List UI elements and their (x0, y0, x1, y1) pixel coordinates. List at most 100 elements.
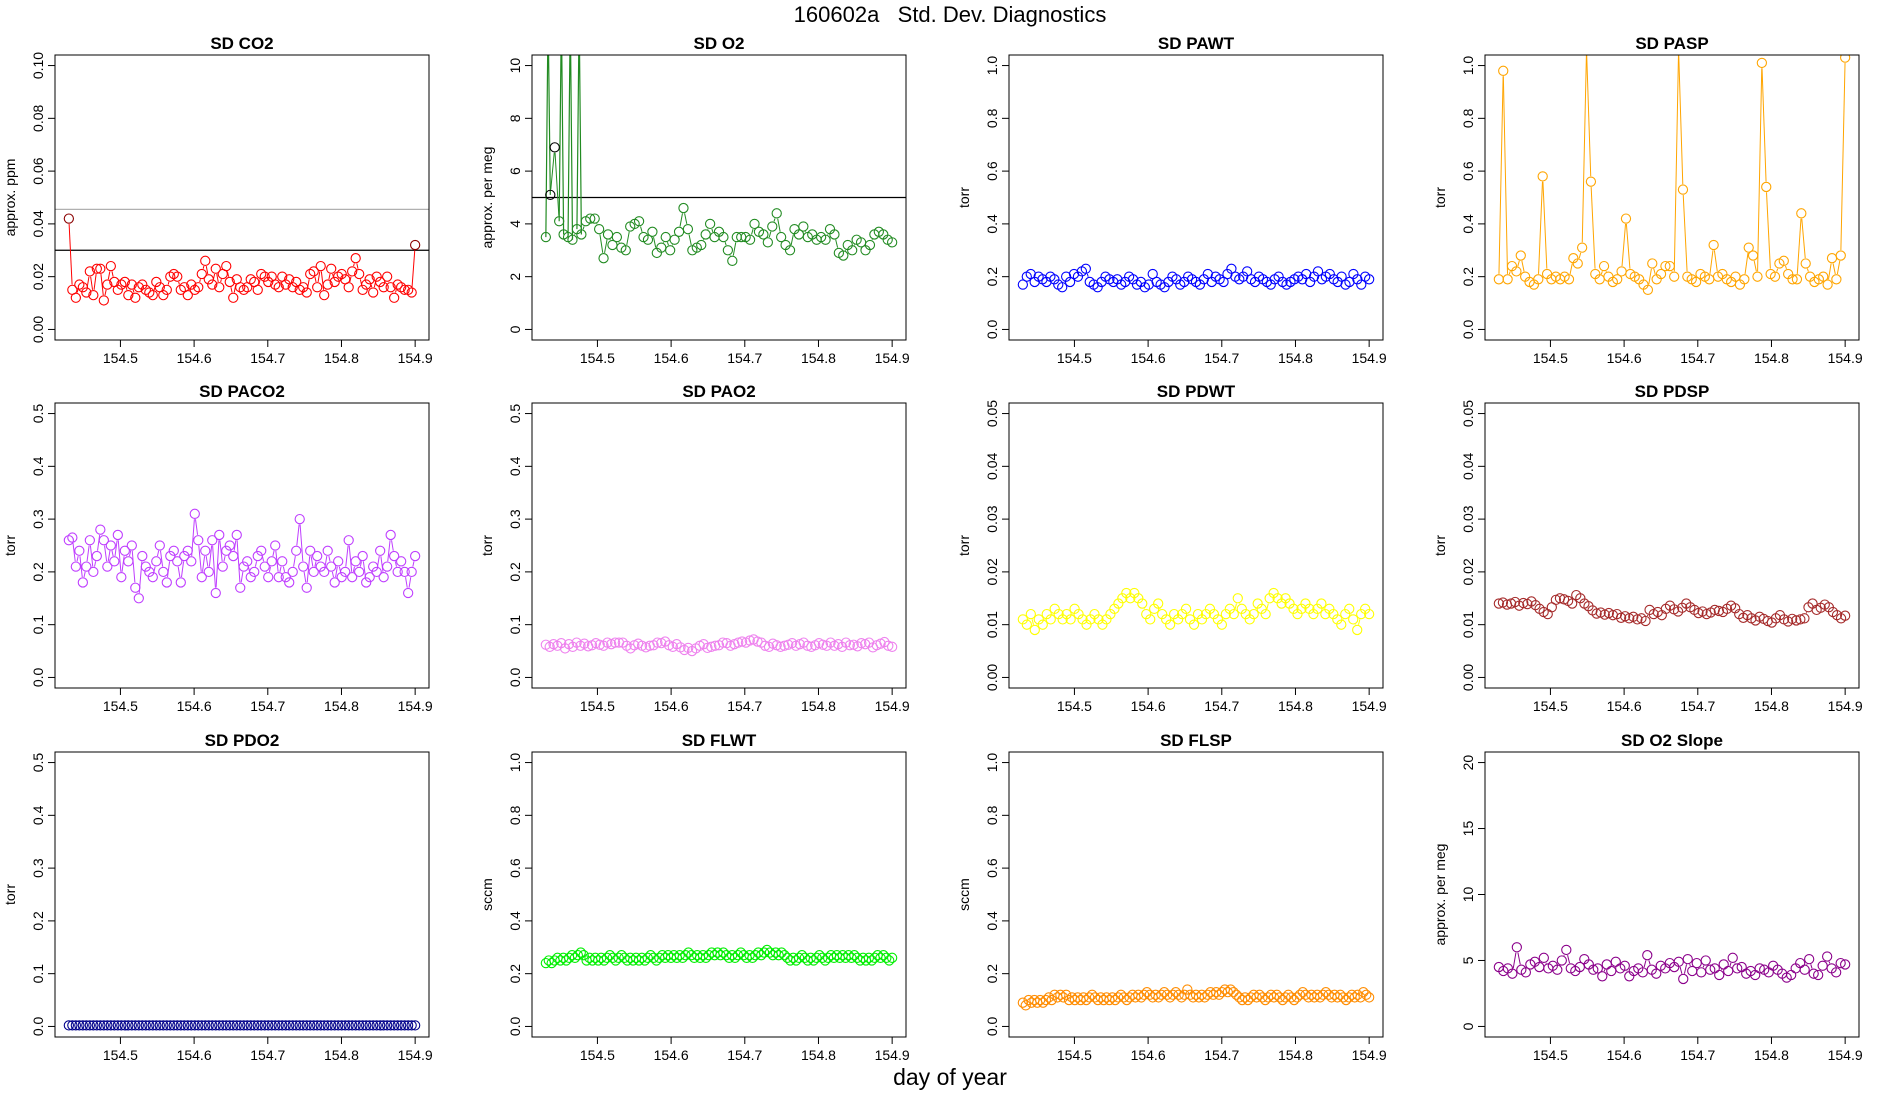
data-point (1743, 242, 1754, 253)
data-point (308, 566, 319, 578)
x-tick-label: 154.6 (1131, 350, 1166, 366)
data-point (1796, 208, 1807, 219)
data-point (392, 279, 403, 290)
data-point (298, 561, 309, 572)
data-point (1835, 957, 1846, 969)
data-point (1256, 603, 1267, 614)
series-segment (178, 281, 180, 285)
data-point (879, 636, 890, 648)
data-point (1642, 284, 1654, 296)
series-segment (1832, 263, 1836, 275)
data-point (154, 1020, 165, 1031)
y-axis-label: torr (956, 535, 972, 556)
series-segment (97, 534, 101, 551)
data-point (1576, 242, 1588, 253)
series-segment (83, 571, 86, 578)
x-tick-label: 154.6 (1607, 698, 1642, 714)
data-point (1292, 608, 1303, 620)
y-tick-label: 0.2 (30, 562, 46, 582)
data-point (123, 289, 134, 301)
series-segment (160, 550, 164, 567)
series-segment (314, 276, 317, 283)
series-segment (684, 213, 688, 224)
data-point (133, 593, 144, 604)
series-segment (408, 577, 412, 588)
data-point (1705, 964, 1716, 975)
data-point (593, 224, 605, 235)
data-point (1352, 274, 1363, 285)
data-point (1585, 176, 1597, 187)
data-point (1037, 997, 1049, 1008)
data-point (1818, 271, 1829, 282)
x-tick-label: 154.7 (250, 350, 285, 366)
data-point (95, 263, 106, 274)
series-segment (1590, 187, 1596, 269)
data-point (361, 577, 372, 588)
series-segment (773, 218, 776, 222)
data-point (1732, 963, 1743, 974)
series-segment (1753, 260, 1757, 272)
data-point (683, 947, 694, 958)
data-point (784, 245, 796, 256)
data-point (1332, 614, 1343, 625)
data-point (196, 268, 207, 280)
x-tick-label: 154.5 (1057, 1047, 1092, 1063)
data-point (1352, 989, 1363, 1000)
x-tick-label: 154.8 (801, 350, 836, 366)
y-tick-label: 0.02 (30, 263, 46, 290)
data-point (1199, 992, 1210, 1003)
data-point (322, 279, 333, 290)
data-point (1340, 608, 1351, 620)
series-segment (582, 226, 585, 230)
data-point (1572, 258, 1583, 269)
x-tick-label: 154.8 (1754, 698, 1789, 714)
data-point (1288, 994, 1300, 1006)
x-tick-label: 154.5 (103, 1047, 138, 1063)
x-axis-label: day of year (893, 1064, 1007, 1090)
data-point (242, 556, 253, 567)
data-point (1348, 614, 1359, 625)
data-point (652, 637, 663, 648)
series-segment (1603, 969, 1606, 972)
x-tick-label: 154.9 (875, 698, 910, 714)
data-point (1043, 992, 1054, 1003)
data-point (224, 540, 235, 551)
data-point (403, 1020, 414, 1031)
data-point (1799, 613, 1810, 624)
data-point (647, 226, 658, 237)
data-point (1113, 598, 1124, 609)
x-tick-label: 154.7 (1204, 698, 1239, 714)
data-point (1254, 989, 1265, 1000)
data-point (1121, 994, 1132, 1006)
data-point (1563, 274, 1575, 285)
data-point (263, 276, 274, 288)
data-point (312, 550, 323, 562)
data-point (1163, 276, 1174, 288)
page-title: 160602a Std. Dev. Diagnostics (793, 2, 1107, 27)
data-point (217, 1020, 228, 1031)
data-point (886, 952, 898, 963)
series-segment (1810, 964, 1813, 969)
data-point (749, 218, 760, 230)
data-point (119, 1020, 130, 1031)
series-segment (395, 289, 397, 293)
data-point (109, 1020, 120, 1031)
panel-title: SD CO2 (210, 34, 273, 53)
series-segment (1757, 68, 1763, 272)
data-point (1320, 986, 1332, 998)
data-point (294, 513, 305, 525)
data-point (1105, 608, 1116, 620)
y-tick-label: 0.00 (1460, 664, 1476, 691)
data-point (1271, 989, 1282, 1000)
data-point (1020, 1000, 1031, 1011)
panel-plot-area (55, 208, 429, 306)
data-point (817, 639, 829, 650)
data-point (119, 276, 130, 288)
series-spike (576, 55, 582, 235)
data-point (1101, 614, 1112, 625)
data-point (844, 640, 855, 651)
y-tick-label: 0 (1460, 1022, 1476, 1030)
data-point (1304, 603, 1315, 614)
data-point (1145, 614, 1156, 625)
data-point (1049, 603, 1060, 614)
